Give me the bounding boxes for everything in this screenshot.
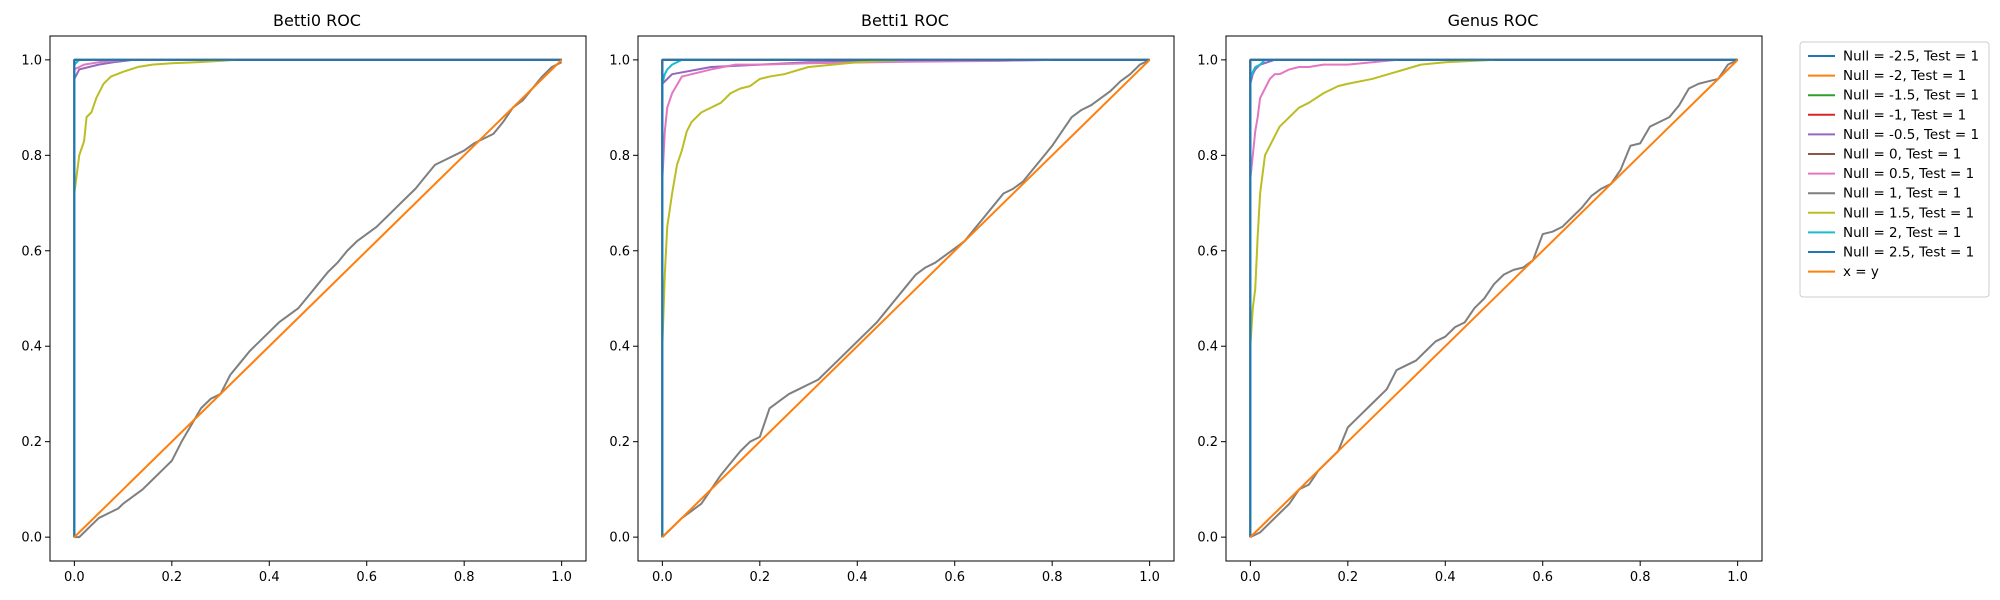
plot-area: 0.0 0.2 0.4 0.6 0.8 1.0 0.0 0.2 0.4 0.6 0.8 1.0 bbox=[1197, 35, 1763, 585]
legend-item: Null = 2.5, Test = 1 bbox=[1808, 245, 1974, 261]
legend-label: Null = 1, Test = 1 bbox=[1843, 186, 1961, 202]
legend-item: Null = -2.5, Test = 1 bbox=[1808, 49, 1979, 65]
legend-label: Null = 2.5, Test = 1 bbox=[1843, 245, 1974, 261]
y-tick-label: 0.6 bbox=[21, 244, 42, 259]
series-line-x-y bbox=[1249, 59, 1739, 538]
series-lines bbox=[1249, 58, 1739, 539]
legend-item: Null = -1, Test = 1 bbox=[1808, 107, 1966, 123]
series-lines bbox=[661, 58, 1151, 538]
series-line-null-1-5-test-1 bbox=[661, 58, 907, 538]
series-line-null-0-5-test-1 bbox=[1249, 58, 1397, 538]
x-tick-label: 0.0 bbox=[64, 570, 85, 585]
legend-frame bbox=[1799, 41, 1990, 298]
legend-item: Null = 2, Test = 1 bbox=[1808, 225, 1961, 241]
series-line-null-2-5-test-1 bbox=[661, 58, 1150, 538]
panel-betti1: Betti1 ROC 0.0 0.2 0.4 0.6 0.8 1.00.00.20.40.… bbox=[609, 11, 1175, 585]
y-tick-label: 0.0 bbox=[609, 531, 630, 546]
legend-item: Null = 1.5, Test = 1 bbox=[1808, 205, 1974, 221]
x-tick-label: 0.4 bbox=[1435, 570, 1456, 585]
y-tick-label: 0.8 bbox=[1197, 149, 1218, 164]
y-tick-label: 1.0 bbox=[1197, 53, 1218, 68]
legend-item: Null = 0.5, Test = 1 bbox=[1808, 166, 1974, 182]
axes-frame bbox=[637, 35, 1175, 562]
legend-item: x = y bbox=[1808, 264, 1879, 280]
legend-label: Null = 0.5, Test = 1 bbox=[1843, 166, 1974, 182]
y-tick-label: 0.6 bbox=[1197, 244, 1218, 259]
series-line-null-1-5-test-1 bbox=[1249, 58, 1495, 538]
x-tick-label: 0.2 bbox=[161, 570, 182, 585]
series-line-null-1-test-1 bbox=[74, 61, 563, 539]
x-tick-label: 0.8 bbox=[454, 570, 475, 585]
y-tick-label: 0.8 bbox=[21, 149, 42, 164]
x-tick-label: 0.6 bbox=[944, 570, 965, 585]
legend-item: Null = -1.5, Test = 1 bbox=[1808, 88, 1979, 104]
legend-label: Null = -1.5, Test = 1 bbox=[1843, 88, 1979, 104]
x-tick-label: 0.4 bbox=[847, 570, 868, 585]
legend-label: Null = 2, Test = 1 bbox=[1843, 225, 1961, 241]
x-tick-label: 0.0 bbox=[1240, 570, 1261, 585]
panel-title: Betti1 ROC bbox=[861, 11, 949, 30]
legend-label: Null = -0.5, Test = 1 bbox=[1843, 127, 1979, 143]
x-tick-label: 0.2 bbox=[749, 570, 770, 585]
panel-title: Genus ROC bbox=[1448, 11, 1539, 30]
panel-genus: Genus ROC 0.0 0.2 0.4 0.6 0.8 1.0 0.0 0.2 0.4 0.6… bbox=[1197, 11, 1763, 585]
x-tick-label: 0.2 bbox=[1337, 570, 1358, 585]
y-tick-label: 0.2 bbox=[21, 435, 42, 450]
legend-label: Null = -2.5, Test = 1 bbox=[1843, 49, 1979, 65]
series-line-x-y bbox=[661, 59, 1151, 538]
x-tick-label: 0.8 bbox=[1630, 570, 1651, 585]
legend-item: Null = 0, Test = 1 bbox=[1808, 147, 1961, 163]
legend-item: Null = 1, Test = 1 bbox=[1808, 186, 1961, 202]
panel-title: Betti0 ROC bbox=[273, 11, 361, 30]
series-line-null-1-5-test-1 bbox=[73, 58, 236, 538]
x-tick-label: 1.0 bbox=[1727, 570, 1748, 585]
y-tick-label: 0.2 bbox=[609, 435, 630, 450]
legend-label: Null = -1, Test = 1 bbox=[1843, 107, 1966, 123]
legend-item: Null = -0.5, Test = 1 bbox=[1808, 127, 1979, 143]
y-tick-label: 0.8 bbox=[609, 149, 630, 164]
y-tick-label: 1.0 bbox=[609, 53, 630, 68]
y-tick-label: 0.0 bbox=[21, 531, 42, 546]
y-tick-label: 0.4 bbox=[1197, 340, 1218, 355]
legend-label: Null = -2, Test = 1 bbox=[1843, 68, 1966, 84]
y-tick-label: 0.4 bbox=[21, 340, 42, 355]
plot-area: 0.0 0.2 0.4 0.6 0.8 1.0 0.0 0.2 0.4 0.6 0.8 1.0 bbox=[21, 35, 587, 585]
y-tick-label: 1.0 bbox=[21, 53, 42, 68]
plot-area: 0.0 0.2 0.4 0.6 0.8 1.0 0.0 0.2 0.4 0.6 0.8 1.0 bbox=[609, 35, 1175, 585]
x-tick-label: 0.6 bbox=[1532, 570, 1553, 585]
legend-label: Null = 0, Test = 1 bbox=[1843, 147, 1961, 163]
x-tick-label: 0.6 bbox=[356, 570, 377, 585]
series-line-null-2-5-test-1 bbox=[1249, 58, 1738, 538]
x-tick-label: 0.0 bbox=[652, 570, 673, 585]
series-lines bbox=[73, 58, 563, 539]
y-tick-label: 0.2 bbox=[1197, 435, 1218, 450]
panel-betti0: Betti0 ROC 0.0 0.2 0.4 0.6 0.8 1.00.00.20.40.… bbox=[21, 11, 587, 585]
x-tick-label: 1.0 bbox=[551, 570, 572, 585]
y-tick-label: 0.0 bbox=[1197, 531, 1218, 546]
series-line-null-2-5-test-1 bbox=[73, 58, 562, 538]
legend-label: Null = 1.5, Test = 1 bbox=[1843, 205, 1974, 221]
axes-frame bbox=[1225, 35, 1763, 562]
legend-item: Null = -2, Test = 1 bbox=[1808, 68, 1966, 84]
legend-label: x = y bbox=[1843, 264, 1879, 280]
x-tick-label: 1.0 bbox=[1139, 570, 1160, 585]
legend: Null = -2.5, Test = 1 Null = -2, Test = 1… bbox=[1799, 41, 1990, 298]
y-tick-label: 0.4 bbox=[609, 340, 630, 355]
x-tick-label: 0.8 bbox=[1042, 570, 1063, 585]
axes-frame bbox=[49, 35, 587, 562]
series-line-x-y bbox=[73, 59, 563, 538]
x-tick-label: 0.4 bbox=[259, 570, 280, 585]
series-line-null-1-test-1 bbox=[661, 58, 1151, 538]
y-tick-label: 0.6 bbox=[609, 244, 630, 259]
